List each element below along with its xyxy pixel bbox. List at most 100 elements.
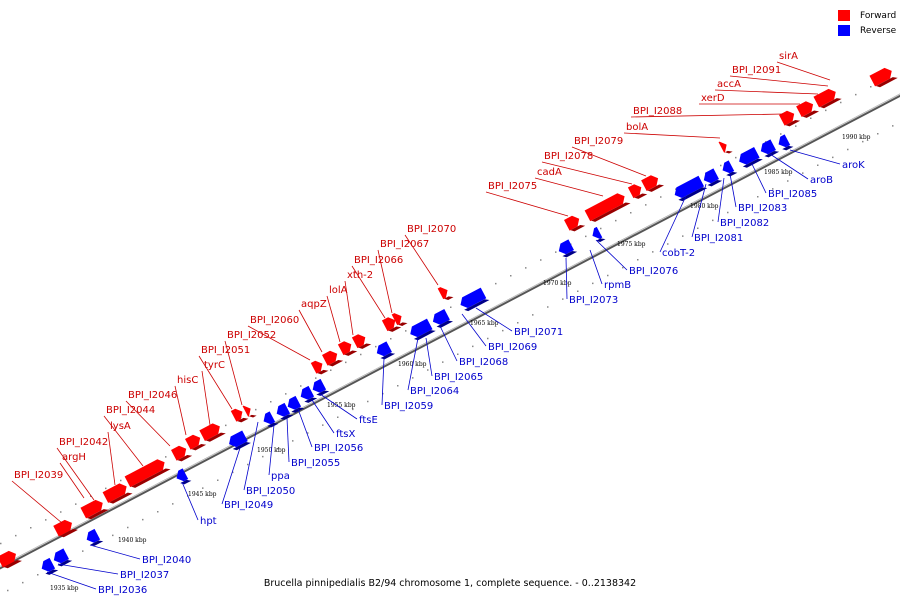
gene-label[interactable]: BPI_I2050 [246,486,295,497]
gene-label[interactable]: BPI_I2075 [488,181,537,192]
gene-label[interactable]: BPI_I2037 [120,570,169,581]
forward-gene[interactable] [53,517,78,540]
gene-label[interactable]: ftsX [336,429,355,440]
gene-label[interactable]: ftsE [359,415,378,426]
gene-label[interactable]: BPI_I2049 [224,500,273,511]
gene-label[interactable]: BPI_I2091 [732,65,781,76]
reverse-gene[interactable] [274,402,294,422]
gene-label[interactable]: argH [62,452,86,463]
reverse-gene[interactable] [720,159,738,178]
gene-label[interactable]: aroK [842,160,865,171]
reverse-gene[interactable] [285,395,305,415]
gene-label[interactable]: BPI_I2083 [738,203,787,214]
forward-gene[interactable] [337,338,358,358]
gene-label[interactable]: BPI_I2040 [142,555,191,566]
gene-label[interactable]: BPI_I2046 [128,390,177,401]
reverse-gene[interactable] [776,133,794,152]
forward-gene[interactable] [242,402,257,419]
forward-gene[interactable] [627,181,648,201]
forward-gene[interactable] [796,98,820,120]
reverse-gene[interactable] [298,385,318,405]
gene-label[interactable]: ppa [271,471,290,482]
forward-gene[interactable] [381,314,402,334]
gene-label[interactable]: BPI_I2081 [694,233,743,244]
gene-label[interactable]: BPI_I2060 [250,315,299,326]
forward-gene[interactable] [869,65,898,89]
gene-label[interactable]: BPI_I2088 [633,106,682,117]
reverse-gene[interactable] [556,239,578,260]
forward-gene[interactable] [124,456,171,490]
forward-gene[interactable] [564,213,586,234]
forward-gene[interactable] [391,310,408,328]
forward-gene[interactable] [437,284,454,302]
gene-label[interactable]: aqpZ [301,299,327,310]
gene-label[interactable]: BPI_I2067 [380,239,429,250]
reverse-gene[interactable] [174,467,192,486]
gene-label[interactable]: BPI_I2066 [354,255,403,266]
gene-label[interactable]: xth-2 [347,270,373,281]
gene-label[interactable]: BPI_I2078 [544,151,593,162]
reverse-gene[interactable] [84,528,104,548]
gene-label[interactable]: BPI_I2079 [574,136,623,147]
gene-label[interactable]: BPI_I2036 [98,585,147,596]
gene-label[interactable]: BPI_I2065 [434,372,483,383]
forward-gene[interactable] [584,190,631,224]
gene-label[interactable]: BPI_I2082 [720,218,769,229]
forward-gene[interactable] [641,172,665,194]
forward-gene[interactable] [80,497,109,521]
gene-label[interactable]: lysA [110,421,131,432]
gene-label[interactable]: rpmB [604,280,631,291]
forward-gene[interactable] [102,480,133,505]
gene-label[interactable]: aroB [810,175,833,186]
forward-gene[interactable] [310,357,329,376]
gene-label[interactable]: BPI_I2064 [410,386,459,397]
gene-label[interactable]: BPI_I2055 [291,458,340,469]
gene-label[interactable]: cobT-2 [662,248,695,259]
gene-label[interactable]: BPI_I2042 [59,437,108,448]
gene-label[interactable]: sirA [779,51,798,62]
reverse-gene[interactable] [736,146,763,170]
forward-gene[interactable] [351,331,372,351]
forward-gene[interactable] [185,432,207,453]
gene-label[interactable]: tyrC [204,360,225,371]
forward-gene[interactable] [718,138,733,155]
reverse-gene[interactable] [458,287,490,313]
gene-label[interactable]: BPI_I2070 [407,224,456,235]
gene-label[interactable]: BPI_I2069 [488,342,537,353]
reverse-gene[interactable] [407,318,436,342]
gene-label[interactable]: BPI_I2056 [314,443,363,454]
reverse-gene[interactable] [51,548,73,569]
gene-label[interactable]: BPI_I2051 [201,345,250,356]
gene-label[interactable]: BPI_I2076 [629,266,678,277]
gene-label[interactable]: BPI_I2071 [514,327,563,338]
forward-gene[interactable] [230,405,249,424]
reverse-gene[interactable] [430,308,454,330]
gene-label[interactable]: BPI_I2073 [569,295,618,306]
forward-gene[interactable] [813,86,842,110]
reverse-gene[interactable] [590,226,606,244]
gene-label[interactable]: cadA [537,167,562,178]
reverse-gene[interactable] [261,410,279,429]
gene-label[interactable]: BPI_I2052 [227,330,276,341]
gene-label[interactable]: bolA [626,122,648,133]
reverse-gene[interactable] [226,430,251,453]
gene-label[interactable]: BPI_I2044 [106,405,155,416]
gene-label[interactable]: BPI_I2059 [384,401,433,412]
gene-label[interactable]: hisC [177,375,198,386]
reverse-gene[interactable] [758,139,780,160]
gene-label[interactable]: xerD [701,93,725,104]
forward-gene[interactable] [171,443,193,464]
reverse-gene[interactable] [374,341,396,362]
gene-label[interactable]: BPI_I2068 [459,357,508,368]
gene-label[interactable]: accA [717,79,741,90]
forward-gene[interactable] [199,420,226,444]
gene-label[interactable]: BPI_I2039 [14,470,63,481]
gene-label[interactable]: lolA [329,285,348,296]
reverse-gene[interactable] [701,168,723,189]
reverse-gene[interactable] [310,378,330,398]
forward-gene[interactable] [779,108,801,129]
gene-label[interactable]: BPI_I2085 [768,189,817,200]
forward-gene[interactable] [0,548,22,571]
reverse-gene[interactable] [39,557,59,577]
gene-label[interactable]: hpt [200,516,217,527]
